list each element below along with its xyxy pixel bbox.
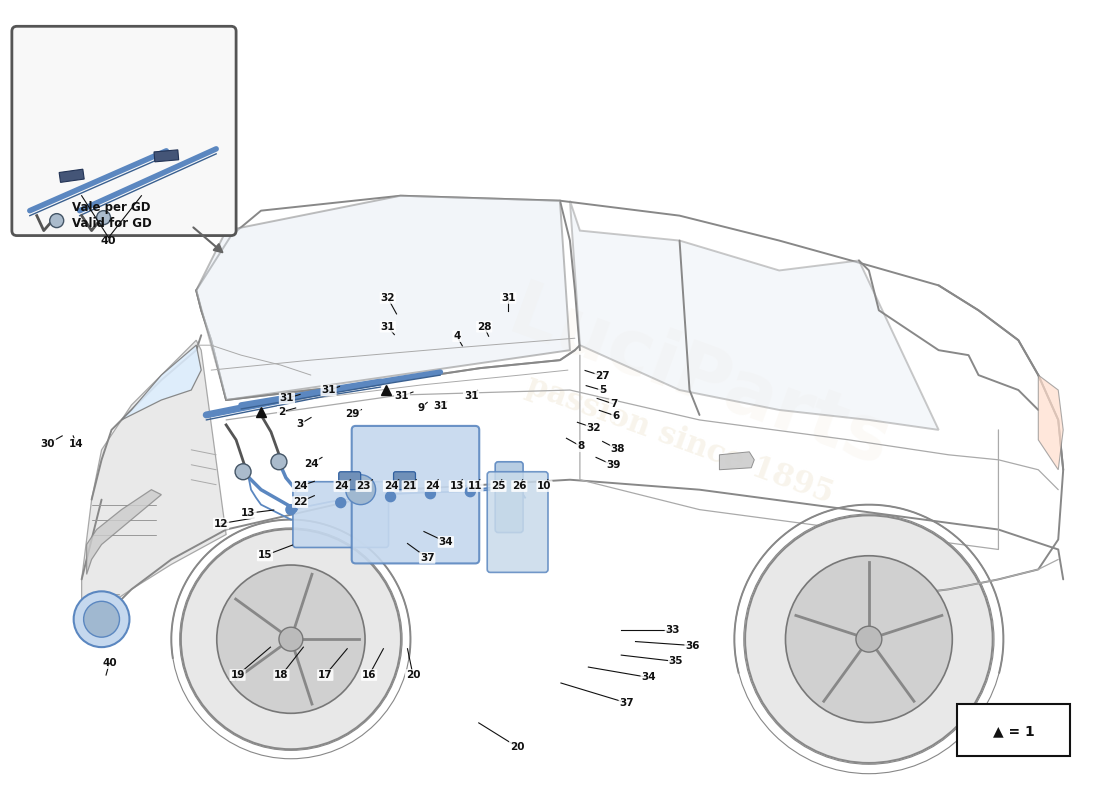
Text: 31: 31 — [279, 394, 294, 403]
Text: 8: 8 — [578, 442, 584, 451]
Circle shape — [345, 474, 375, 505]
Text: 40: 40 — [101, 235, 117, 246]
Text: 20: 20 — [406, 670, 420, 680]
Circle shape — [745, 515, 992, 763]
FancyBboxPatch shape — [495, 462, 524, 533]
Circle shape — [50, 214, 64, 228]
Circle shape — [286, 505, 296, 514]
Text: 11: 11 — [469, 481, 483, 491]
Circle shape — [74, 591, 130, 647]
FancyBboxPatch shape — [339, 472, 361, 490]
Circle shape — [386, 492, 396, 502]
Text: 14: 14 — [69, 439, 84, 449]
Text: 19: 19 — [230, 670, 245, 680]
FancyBboxPatch shape — [12, 26, 236, 235]
Circle shape — [217, 565, 365, 714]
Text: 2: 2 — [278, 407, 285, 417]
Polygon shape — [196, 196, 570, 400]
FancyBboxPatch shape — [957, 704, 1070, 756]
Polygon shape — [570, 201, 938, 430]
Text: 24: 24 — [334, 481, 349, 491]
Text: 28: 28 — [477, 322, 492, 332]
Polygon shape — [719, 452, 755, 470]
Text: F: F — [113, 594, 120, 604]
Text: 31: 31 — [433, 402, 448, 411]
Circle shape — [426, 489, 436, 498]
Text: passion since 1895: passion since 1895 — [521, 370, 837, 510]
Text: 27: 27 — [595, 371, 609, 381]
Text: 13: 13 — [241, 508, 256, 518]
Text: 17: 17 — [318, 670, 332, 680]
Text: 5: 5 — [600, 386, 606, 395]
Circle shape — [235, 464, 251, 480]
Text: 20: 20 — [510, 742, 525, 752]
Text: 24: 24 — [384, 481, 398, 491]
Text: 39: 39 — [606, 460, 620, 470]
Text: 34: 34 — [439, 537, 453, 547]
Text: 4: 4 — [453, 331, 461, 342]
Text: 24: 24 — [426, 481, 440, 491]
Text: Vale per GD
Valid for GD: Vale per GD Valid for GD — [72, 201, 152, 230]
Circle shape — [279, 627, 302, 651]
Circle shape — [856, 626, 882, 652]
Text: 31: 31 — [381, 322, 395, 332]
FancyBboxPatch shape — [394, 472, 416, 490]
Polygon shape — [87, 490, 162, 574]
Text: 22: 22 — [293, 497, 307, 507]
Text: 32: 32 — [586, 423, 601, 433]
Circle shape — [180, 529, 400, 749]
Circle shape — [97, 210, 110, 225]
Text: 10: 10 — [537, 481, 552, 491]
Text: 31: 31 — [464, 391, 478, 401]
Text: 31: 31 — [502, 293, 516, 303]
Text: 30: 30 — [41, 439, 55, 449]
Bar — [154, 150, 178, 162]
Text: 25: 25 — [492, 481, 506, 491]
Polygon shape — [81, 340, 227, 619]
Circle shape — [84, 602, 120, 637]
Circle shape — [465, 486, 475, 497]
Text: LuciParts: LuciParts — [499, 277, 900, 483]
Text: 37: 37 — [619, 698, 634, 708]
FancyBboxPatch shape — [352, 426, 480, 563]
Text: 31: 31 — [395, 391, 409, 401]
Circle shape — [271, 454, 287, 470]
Text: 13: 13 — [450, 481, 464, 491]
Text: 18: 18 — [274, 670, 288, 680]
Text: ▲ = 1: ▲ = 1 — [992, 724, 1034, 738]
Polygon shape — [1038, 375, 1064, 470]
Text: 9: 9 — [417, 403, 425, 413]
Text: 7: 7 — [609, 399, 617, 409]
Text: 23: 23 — [356, 481, 371, 491]
Bar — [59, 169, 85, 182]
FancyBboxPatch shape — [487, 472, 548, 572]
Text: 36: 36 — [685, 641, 700, 650]
Text: 21: 21 — [403, 481, 417, 491]
Text: 32: 32 — [381, 293, 395, 303]
Polygon shape — [121, 345, 201, 420]
Text: 35: 35 — [669, 657, 683, 666]
Text: 15: 15 — [257, 550, 272, 561]
Text: 3: 3 — [296, 419, 304, 429]
Text: 24: 24 — [293, 481, 307, 491]
Text: 24: 24 — [304, 458, 318, 469]
Text: 31: 31 — [321, 386, 336, 395]
Text: 37: 37 — [420, 553, 434, 563]
Text: 29: 29 — [345, 410, 360, 419]
Text: 33: 33 — [666, 625, 680, 634]
Circle shape — [336, 498, 345, 508]
Text: 26: 26 — [513, 481, 527, 491]
Text: 6: 6 — [612, 411, 619, 421]
Text: 16: 16 — [362, 670, 376, 680]
Text: 34: 34 — [641, 673, 656, 682]
FancyBboxPatch shape — [293, 482, 388, 547]
Text: 12: 12 — [213, 518, 229, 529]
Text: 40: 40 — [102, 658, 117, 668]
Circle shape — [785, 556, 953, 722]
Text: 38: 38 — [610, 445, 625, 454]
